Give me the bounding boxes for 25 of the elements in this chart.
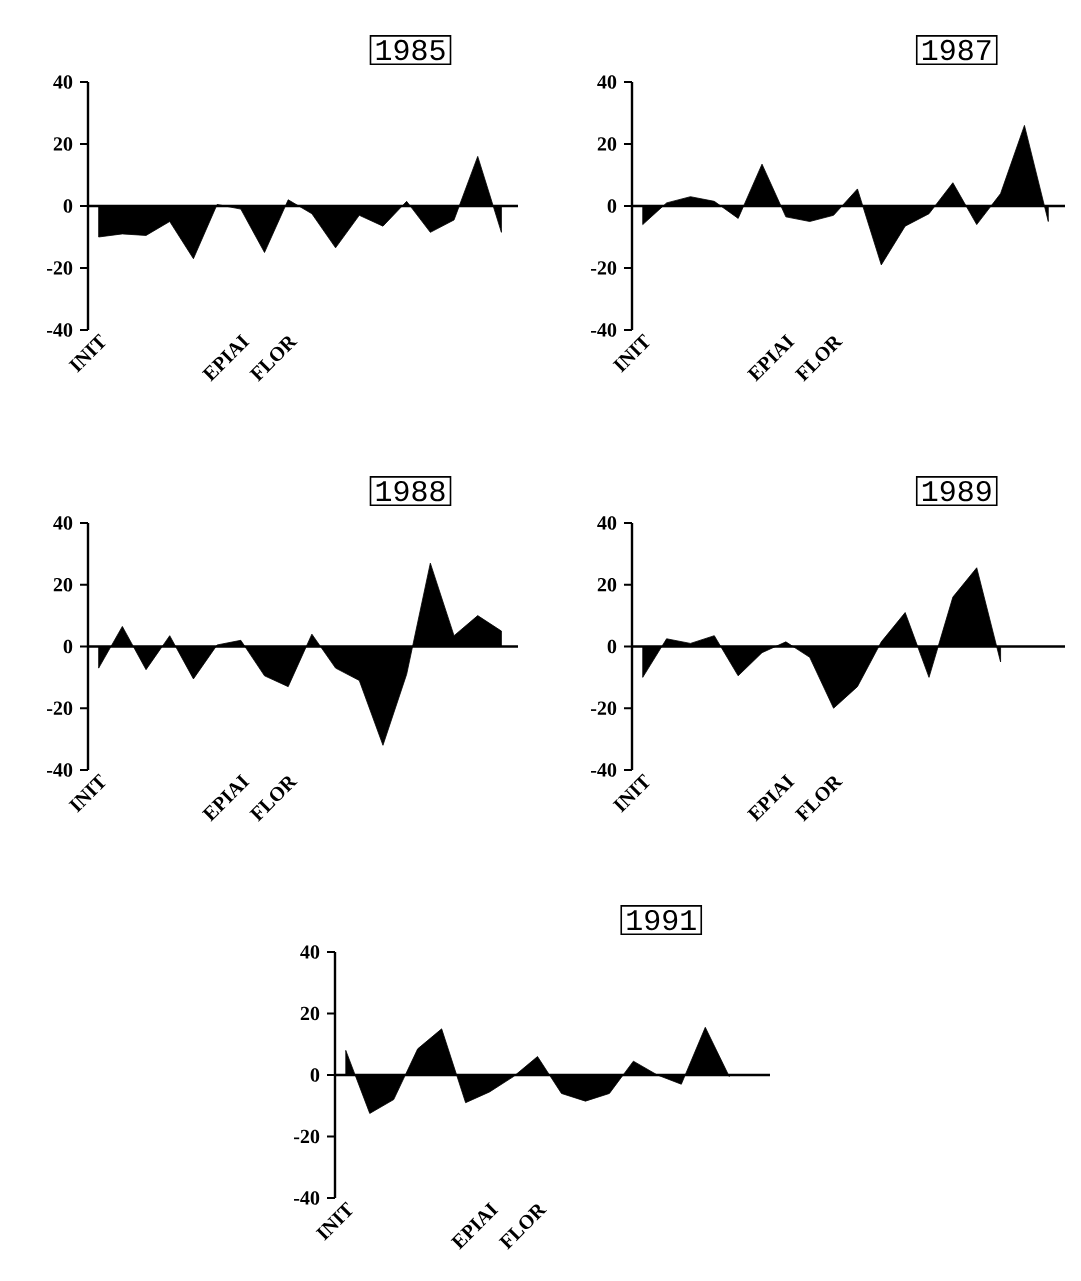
chart-title: 1987 (922, 39, 991, 61)
y-tick-label: 40 (597, 516, 617, 530)
y-tick-label: 20 (597, 137, 617, 151)
y-tick-label: 20 (300, 1006, 320, 1021)
y-tick-label: 20 (53, 578, 73, 592)
y-tick-label: 0 (63, 199, 73, 213)
y-tick-label: -20 (46, 701, 73, 715)
chart-title: 1991 (627, 909, 696, 931)
chart-title: 1989 (922, 480, 991, 502)
y-tick-label: 20 (597, 578, 617, 592)
chart-title: 1985 (376, 39, 445, 61)
y-tick-label: 0 (607, 199, 617, 213)
y-tick-label: 40 (53, 516, 73, 530)
y-tick-label: -20 (46, 261, 73, 275)
y-tick-label: -20 (590, 261, 617, 275)
y-tick-label: 0 (63, 639, 73, 654)
chart-title: 1988 (376, 480, 445, 502)
y-tick-label: 40 (300, 945, 320, 959)
y-tick-label: -20 (293, 1129, 320, 1144)
y-tick-label: 0 (310, 1068, 320, 1082)
y-tick-label: 20 (53, 137, 73, 151)
y-tick-label: 40 (597, 75, 617, 89)
y-tick-label: -20 (590, 701, 617, 715)
y-tick-label: 40 (53, 75, 73, 89)
y-tick-label: 0 (607, 639, 617, 654)
